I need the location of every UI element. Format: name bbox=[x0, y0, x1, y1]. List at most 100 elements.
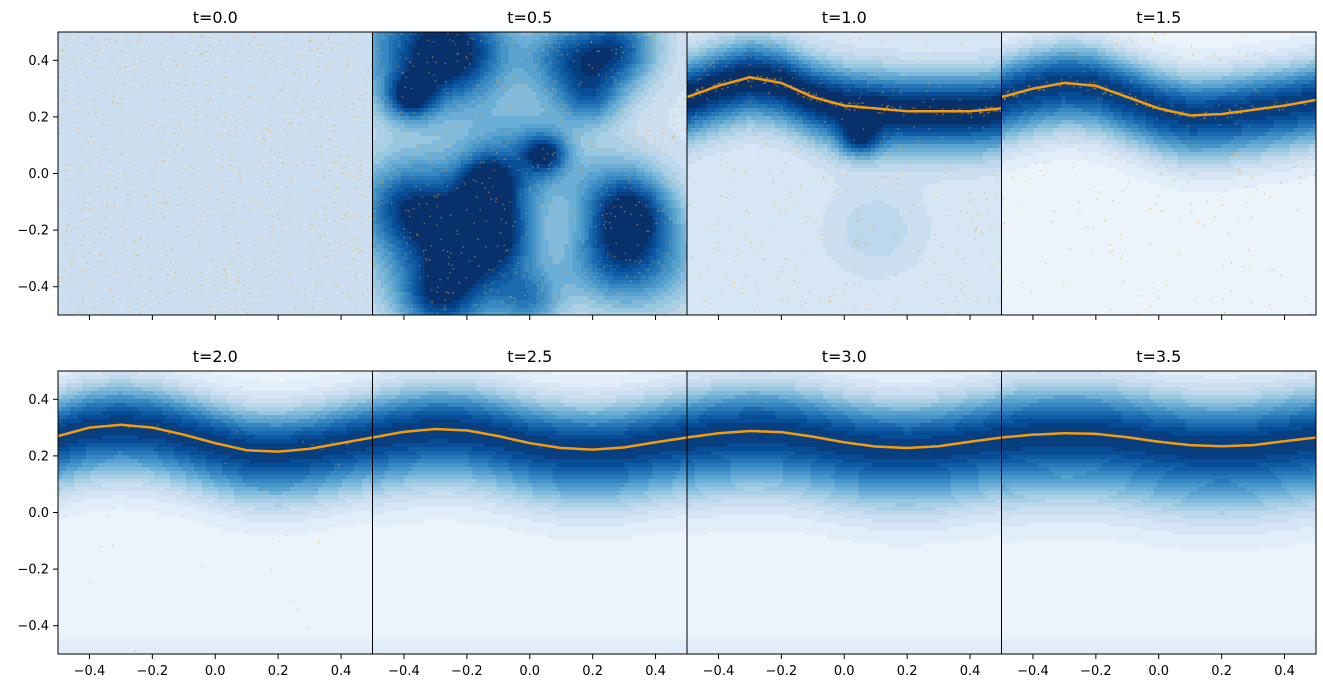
density-cell bbox=[106, 196, 111, 201]
density-cell bbox=[298, 276, 303, 281]
density-cell bbox=[194, 228, 199, 233]
density-cell bbox=[218, 248, 223, 253]
density-cell bbox=[190, 84, 195, 89]
density-cell bbox=[182, 156, 187, 161]
density-cell bbox=[186, 280, 191, 285]
density-cell bbox=[122, 220, 127, 225]
density-cell bbox=[122, 196, 127, 201]
density-cell bbox=[314, 252, 319, 257]
density-cell bbox=[366, 280, 371, 285]
density-cell bbox=[342, 68, 347, 73]
density-cell bbox=[226, 72, 231, 77]
density-cell bbox=[166, 240, 171, 245]
density-cell bbox=[114, 104, 119, 109]
density-cell bbox=[114, 216, 119, 221]
density-cell bbox=[250, 272, 255, 277]
density-cell bbox=[86, 236, 91, 241]
density-cell bbox=[322, 148, 327, 153]
density-cell bbox=[170, 52, 175, 57]
density-cell bbox=[122, 68, 127, 73]
density-cell bbox=[334, 260, 339, 265]
density-cell bbox=[102, 180, 107, 185]
density-cell bbox=[110, 36, 115, 41]
density-cell bbox=[214, 248, 219, 253]
density-cell bbox=[102, 156, 107, 161]
density-cell bbox=[210, 48, 215, 53]
density-cell bbox=[194, 216, 199, 221]
density-cell bbox=[90, 212, 95, 217]
density-cell bbox=[82, 124, 87, 129]
density-cell bbox=[206, 192, 211, 197]
density-cell bbox=[238, 40, 243, 45]
density-cell bbox=[230, 272, 235, 277]
density-cell bbox=[234, 272, 239, 277]
density-cell bbox=[230, 184, 235, 189]
density-cell bbox=[354, 224, 359, 229]
density-cell bbox=[178, 172, 183, 177]
density-cell bbox=[230, 172, 235, 177]
density-cell bbox=[78, 192, 83, 197]
density-cell bbox=[74, 152, 79, 157]
density-cell bbox=[222, 100, 227, 105]
density-cell bbox=[74, 92, 79, 97]
density-cell bbox=[370, 236, 373, 241]
density-cell bbox=[166, 268, 171, 273]
density-cell bbox=[102, 220, 107, 225]
density-cell bbox=[246, 36, 251, 41]
density-cell bbox=[346, 64, 351, 69]
density-cell bbox=[186, 244, 191, 249]
density-cell bbox=[206, 200, 211, 205]
density-cell bbox=[70, 120, 75, 125]
density-cell bbox=[78, 208, 83, 213]
density-cell bbox=[206, 92, 211, 97]
density-cell bbox=[130, 168, 135, 173]
density-cell bbox=[334, 228, 339, 233]
density-cell bbox=[350, 236, 355, 241]
density-cell bbox=[90, 60, 95, 65]
density-cell bbox=[330, 128, 335, 133]
density-cell bbox=[174, 88, 179, 93]
density-cell bbox=[342, 256, 347, 261]
density-cell bbox=[238, 184, 243, 189]
density-cell bbox=[166, 220, 171, 225]
density-cell bbox=[198, 56, 203, 61]
density-cell bbox=[242, 128, 247, 133]
density-cell bbox=[86, 148, 91, 153]
density-cell bbox=[322, 100, 327, 105]
density-cell bbox=[158, 160, 163, 165]
density-cell bbox=[278, 48, 283, 53]
density-cell bbox=[266, 212, 271, 217]
density-cell bbox=[234, 144, 239, 149]
density-cell bbox=[282, 148, 287, 153]
density-cell bbox=[86, 168, 91, 173]
density-cell bbox=[70, 136, 75, 141]
density-cell bbox=[362, 184, 367, 189]
density-cell bbox=[158, 232, 163, 237]
density-cell bbox=[126, 108, 131, 113]
density-cell bbox=[186, 136, 191, 141]
density-cell bbox=[254, 172, 259, 177]
density-cell bbox=[334, 268, 339, 273]
density-cell bbox=[222, 84, 227, 89]
density-cell bbox=[238, 268, 243, 273]
density-cell bbox=[150, 100, 155, 105]
density-cell bbox=[230, 120, 235, 125]
density-cell bbox=[230, 48, 235, 53]
density-cell bbox=[222, 88, 227, 93]
density-cell bbox=[342, 64, 347, 69]
density-cell bbox=[206, 152, 211, 157]
density-cell bbox=[178, 260, 183, 265]
density-cell bbox=[170, 240, 175, 245]
density-cell bbox=[354, 156, 359, 161]
density-cell bbox=[110, 252, 115, 257]
density-cell bbox=[194, 108, 199, 113]
density-cell bbox=[90, 108, 95, 113]
density-cell bbox=[158, 68, 163, 73]
density-cell bbox=[286, 32, 291, 37]
density-cell bbox=[286, 36, 291, 41]
density-cell bbox=[278, 168, 283, 173]
density-cell bbox=[122, 40, 127, 45]
density-cell bbox=[186, 112, 191, 117]
density-cell bbox=[366, 228, 371, 233]
density-cell bbox=[86, 204, 91, 209]
